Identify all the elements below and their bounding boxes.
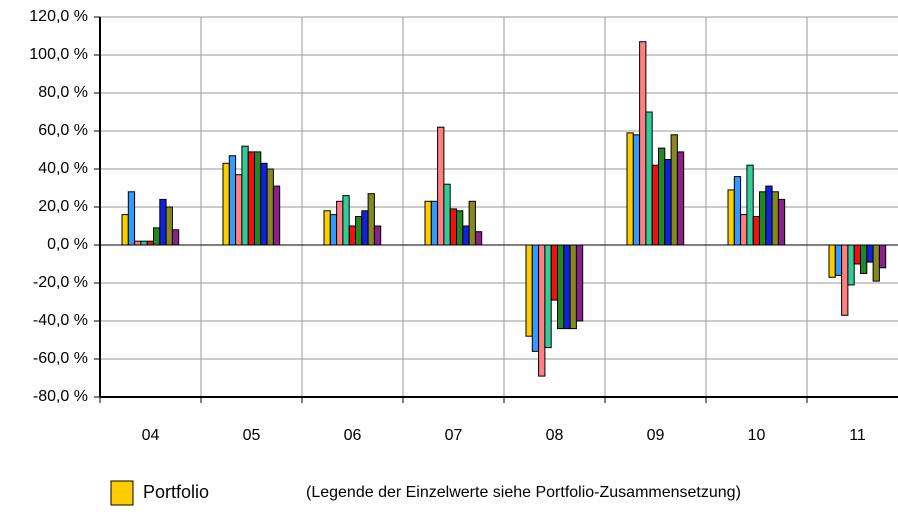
- x-tick-label: 08: [546, 427, 564, 444]
- bar: [575, 244, 584, 322]
- bar: [834, 244, 843, 276]
- bar: [355, 216, 363, 246]
- bar: [563, 244, 571, 330]
- bar: [336, 200, 344, 246]
- bar: [853, 244, 862, 265]
- bar: [740, 214, 748, 246]
- bar: [828, 244, 836, 278]
- bar: [121, 214, 129, 246]
- x-tick-label: 09: [647, 427, 665, 444]
- bar: [254, 151, 262, 246]
- y-tick-label: 40,0 %: [38, 160, 88, 177]
- y-tick-label: 0,0 %: [47, 236, 88, 253]
- bar: [165, 206, 173, 246]
- bar: [140, 240, 148, 246]
- bar: [639, 41, 647, 246]
- bar: [626, 132, 634, 246]
- bar: [443, 183, 451, 246]
- bar: [746, 164, 754, 246]
- bar: [430, 200, 439, 246]
- y-tick-label: -60,0 %: [33, 350, 88, 367]
- bar: [222, 162, 230, 246]
- bar: [266, 168, 274, 246]
- bar: [727, 189, 735, 246]
- y-tick-label: -80,0 %: [33, 388, 88, 405]
- bar: [323, 210, 331, 246]
- bar: [557, 244, 565, 330]
- bar: [777, 198, 786, 246]
- bar: [153, 227, 161, 246]
- bar: [367, 193, 375, 246]
- bar: [348, 225, 357, 246]
- bar: [550, 244, 559, 301]
- bar: [260, 162, 268, 246]
- bar: [134, 240, 142, 246]
- bar: [474, 231, 483, 246]
- bar: [645, 111, 653, 246]
- bar: [159, 198, 167, 246]
- bar: [449, 208, 458, 246]
- y-tick-label: -20,0 %: [33, 274, 88, 291]
- bar: [878, 244, 887, 269]
- x-tick-label: 10: [748, 427, 766, 444]
- y-tick-label: 120,0 %: [29, 8, 88, 25]
- y-tick-label: 80,0 %: [38, 84, 88, 101]
- bar: [373, 225, 382, 246]
- bar: [872, 244, 880, 282]
- x-tick-label: 06: [344, 427, 362, 444]
- y-tick-label: 60,0 %: [38, 122, 88, 139]
- bar: [752, 216, 761, 246]
- x-tick-label: 11: [849, 427, 866, 444]
- bar: [228, 155, 237, 246]
- legend-swatch: [110, 480, 134, 506]
- y-tick-label: -40,0 %: [33, 312, 88, 329]
- bar: [676, 151, 685, 246]
- bar: [632, 134, 641, 246]
- bar: [765, 185, 773, 246]
- legend-label: Portfolio: [143, 482, 209, 502]
- bar: [569, 244, 577, 330]
- bar: [841, 244, 849, 316]
- bar: [759, 191, 767, 246]
- bar: [171, 229, 180, 246]
- bar: [531, 244, 540, 352]
- bar: [658, 147, 666, 246]
- y-tick-label: 100,0 %: [29, 46, 88, 63]
- bar: [437, 126, 445, 246]
- bar: [866, 244, 874, 263]
- bar: [247, 151, 255, 246]
- bar: [544, 244, 552, 349]
- bar: [146, 240, 154, 246]
- bar: [424, 200, 432, 246]
- y-tick-label: 20,0 %: [38, 198, 88, 215]
- x-tick-label: 05: [243, 427, 261, 444]
- bar: [860, 244, 868, 274]
- legend-note: (Legende der Einzelwerte siehe Portfolio…: [306, 484, 741, 501]
- bar: [342, 195, 350, 246]
- bar: [733, 176, 742, 246]
- x-tick-label: 07: [445, 427, 463, 444]
- bar: [670, 134, 678, 246]
- x-tick-label: 04: [142, 427, 160, 444]
- bar: [847, 244, 855, 286]
- bar: [241, 145, 249, 246]
- bar: [329, 214, 338, 246]
- bar: [456, 210, 464, 246]
- bar: [462, 225, 470, 246]
- bar: [651, 164, 660, 246]
- bar: [468, 200, 476, 246]
- bar: [272, 185, 281, 246]
- bar: [771, 191, 779, 246]
- bar: [361, 210, 369, 246]
- bar: [664, 159, 672, 246]
- bar: [235, 174, 243, 246]
- bar: [127, 191, 136, 246]
- bar: [538, 244, 546, 377]
- bar: [525, 244, 533, 337]
